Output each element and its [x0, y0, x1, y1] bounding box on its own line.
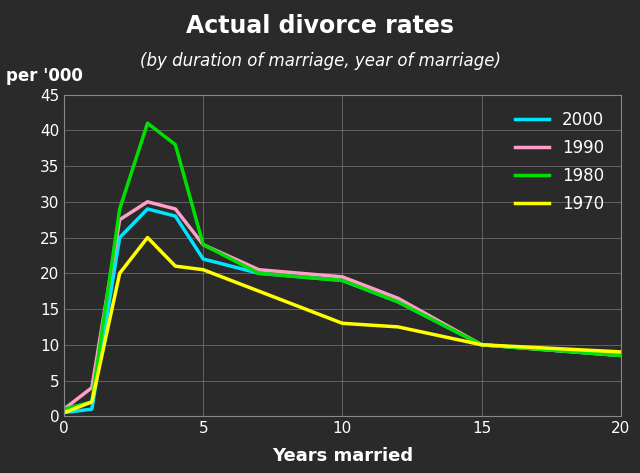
1990	[617, 353, 625, 359]
2000	[617, 353, 625, 359]
1990	[172, 206, 179, 212]
1990	[255, 267, 263, 272]
1970	[477, 342, 486, 348]
1990	[143, 199, 151, 205]
2000	[172, 213, 179, 219]
Line: 1990: 1990	[64, 202, 621, 409]
2000	[60, 410, 68, 415]
Text: Actual divorce rates: Actual divorce rates	[186, 14, 454, 38]
1970	[617, 349, 625, 355]
1970	[60, 410, 68, 415]
1980	[60, 406, 68, 412]
1980	[339, 278, 346, 283]
1980	[172, 142, 179, 148]
1990	[116, 217, 124, 222]
1980	[200, 242, 207, 247]
1980	[617, 353, 625, 359]
2000	[88, 406, 96, 412]
1970	[200, 267, 207, 272]
Line: 1980: 1980	[64, 123, 621, 409]
2000	[339, 278, 346, 283]
1970	[255, 289, 263, 294]
1980	[143, 120, 151, 126]
Text: (by duration of marriage, year of marriage): (by duration of marriage, year of marria…	[140, 52, 500, 70]
X-axis label: Years married: Years married	[272, 447, 413, 465]
1970	[172, 263, 179, 269]
2000	[255, 271, 263, 276]
2000	[200, 256, 207, 262]
Line: 1970: 1970	[64, 237, 621, 412]
1990	[394, 296, 402, 301]
2000	[143, 206, 151, 212]
1980	[255, 271, 263, 276]
2000	[477, 342, 486, 348]
1970	[339, 321, 346, 326]
1970	[116, 271, 124, 276]
1990	[339, 274, 346, 280]
1970	[394, 324, 402, 330]
Text: per '000: per '000	[6, 67, 83, 85]
1990	[88, 385, 96, 391]
1980	[116, 206, 124, 212]
1980	[88, 399, 96, 405]
2000	[394, 299, 402, 305]
1980	[394, 299, 402, 305]
1990	[477, 342, 486, 348]
Line: 2000: 2000	[64, 209, 621, 412]
2000	[116, 235, 124, 240]
1980	[477, 342, 486, 348]
Legend: 2000, 1990, 1980, 1970: 2000, 1990, 1980, 1970	[507, 103, 612, 221]
1970	[143, 235, 151, 240]
1990	[60, 406, 68, 412]
1990	[200, 242, 207, 247]
1970	[88, 399, 96, 405]
